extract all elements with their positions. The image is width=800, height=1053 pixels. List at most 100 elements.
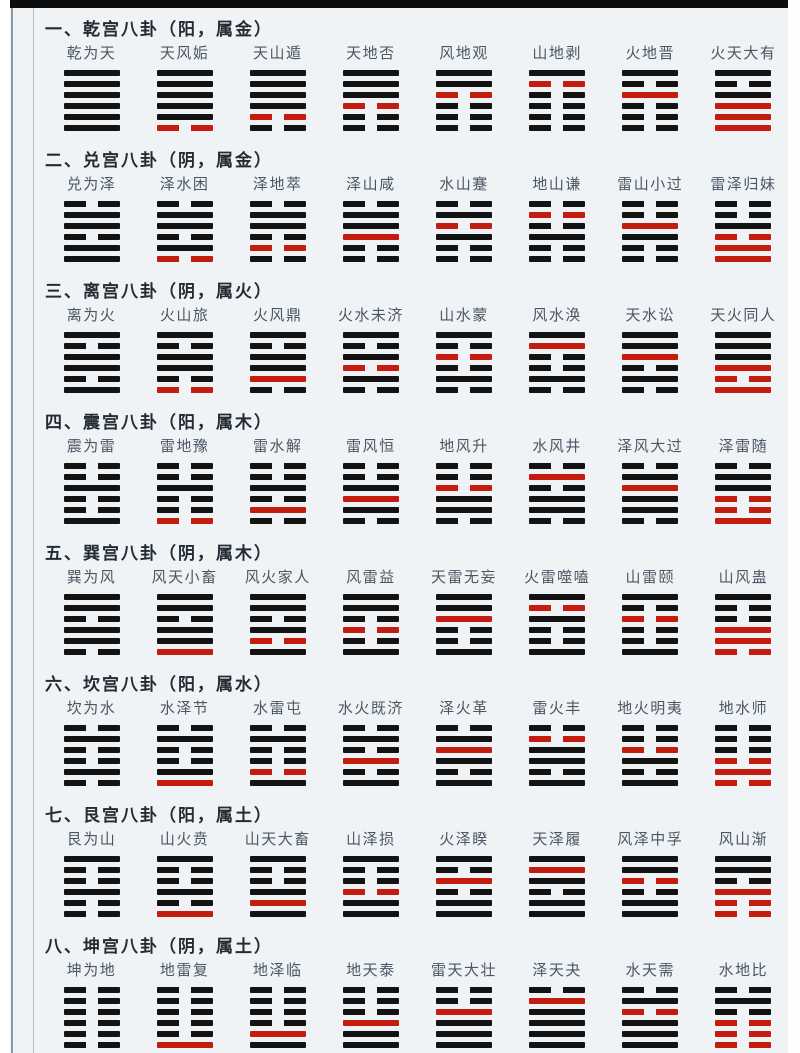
hexagram-cell: 水雷屯 — [231, 700, 324, 786]
hexagram-name: 天雷无妄 — [431, 570, 498, 586]
yin-line — [63, 474, 120, 480]
hexagram-figure — [63, 70, 120, 131]
yin-line — [529, 518, 586, 524]
yang-line — [622, 998, 679, 1004]
hexagram-cell: 巽为风 — [45, 569, 138, 655]
hexagram-cell: 天山遁 — [231, 45, 324, 131]
yang-line — [622, 1031, 679, 1037]
yin-line-red — [622, 878, 679, 884]
yang-line — [715, 594, 772, 600]
yang-line — [249, 594, 306, 600]
hexagram-cell: 天火同人 — [697, 307, 790, 393]
yin-line — [715, 463, 772, 469]
yang-line — [436, 496, 493, 502]
yin-line — [156, 496, 213, 502]
yang-line — [436, 649, 493, 655]
yang-line — [249, 92, 306, 98]
yang-line — [156, 889, 213, 895]
yang-line — [529, 1031, 586, 1037]
yang-line — [622, 1042, 679, 1048]
yin-line — [715, 1009, 772, 1015]
hexagram-figure — [63, 987, 120, 1048]
yang-line — [622, 758, 679, 764]
hexagram-name: 天火同人 — [710, 308, 777, 324]
yin-line-red — [715, 1020, 772, 1026]
yin-line-red — [529, 212, 586, 218]
yang-line — [249, 81, 306, 87]
hexagram-grid: 坤为地 地雷复 地泽临 地天泰 雷天大壮 泽天夬 水天需 水地比 — [45, 962, 790, 1048]
hexagram-cell: 水天需 — [604, 962, 697, 1048]
yin-line-red — [156, 125, 213, 131]
yang-line — [529, 1042, 586, 1048]
yang-line — [63, 245, 120, 251]
yang-line — [342, 649, 399, 655]
palace-section: 六、坎宫八卦（阳，属水） 坎为水 水泽节 水雷屯 水火既济 泽火革 雷火丰 地火明夷 地水师 — [45, 663, 790, 794]
hexagram-name: 泽山咸 — [346, 177, 396, 193]
yang-line — [249, 605, 306, 611]
yin-line — [249, 998, 306, 1004]
yang-line — [342, 70, 399, 76]
yang-line — [715, 354, 772, 360]
yin-line — [156, 900, 213, 906]
yin-line — [715, 878, 772, 884]
yin-line — [156, 616, 213, 622]
yin-line-red — [156, 387, 213, 393]
yin-line — [342, 518, 399, 524]
yin-line — [342, 747, 399, 753]
yin-line — [63, 1020, 120, 1026]
yang-line — [529, 1020, 586, 1026]
yin-line-red — [342, 103, 399, 109]
yang-line-red — [529, 343, 586, 349]
yang-line — [622, 1020, 679, 1026]
yang-line-red — [156, 911, 213, 917]
yin-line — [342, 638, 399, 644]
hexagram-figure — [63, 201, 120, 262]
yin-line — [63, 987, 120, 993]
yang-line — [249, 649, 306, 655]
hexagram-name: 地水师 — [718, 701, 769, 717]
hexagram-name: 艮为山 — [66, 832, 117, 848]
yang-line — [63, 889, 120, 895]
yin-line — [63, 343, 120, 349]
yin-line-red — [715, 649, 772, 655]
yang-line — [249, 780, 306, 786]
hexagram-cell: 火地晋 — [604, 45, 697, 131]
hexagram-cell: 山地剥 — [511, 45, 604, 131]
yin-line — [249, 987, 306, 993]
yang-line — [436, 332, 493, 338]
yang-line — [529, 234, 586, 240]
hexagram-cell: 泽水困 — [138, 176, 231, 262]
hexagram-cell: 山天大畜 — [231, 831, 324, 917]
hexagram-name: 泽火革 — [439, 701, 489, 717]
yin-line — [715, 616, 772, 622]
yang-line — [529, 70, 586, 76]
yin-line — [342, 387, 399, 393]
yang-line — [436, 81, 493, 87]
yin-line — [529, 365, 586, 371]
yang-line-red — [249, 1031, 306, 1037]
yang-line — [156, 81, 213, 87]
hexagram-cell: 雷天大壮 — [418, 962, 511, 1048]
hexagram-name: 地风升 — [439, 439, 489, 455]
yang-line — [436, 1020, 493, 1026]
palace-header: 五、巽宫八卦（阴，属木） — [45, 544, 273, 563]
yin-line — [156, 725, 213, 731]
yang-line — [156, 223, 213, 229]
hexagram-cell: 雷火丰 — [511, 700, 604, 786]
yang-line — [249, 70, 306, 76]
yin-line — [342, 867, 399, 873]
yang-line — [342, 911, 399, 917]
yin-line-red — [342, 627, 399, 633]
hexagram-name: 风水涣 — [532, 308, 582, 324]
yang-line-red — [622, 223, 679, 229]
yin-line — [249, 616, 306, 622]
yin-line — [529, 725, 586, 731]
hexagram-grid: 离为火 火山旅 火风鼎 火水未济 山水蒙 风水涣 天水讼 天火同人 — [45, 307, 790, 393]
yin-line — [715, 736, 772, 742]
hexagram-figure — [715, 201, 772, 262]
hexagram-name: 水天需 — [625, 963, 676, 979]
hexagram-figure — [715, 463, 772, 524]
yin-line — [622, 103, 679, 109]
palace-header: 六、坎宫八卦（阳，属水） — [45, 675, 273, 694]
yin-line — [436, 245, 493, 251]
